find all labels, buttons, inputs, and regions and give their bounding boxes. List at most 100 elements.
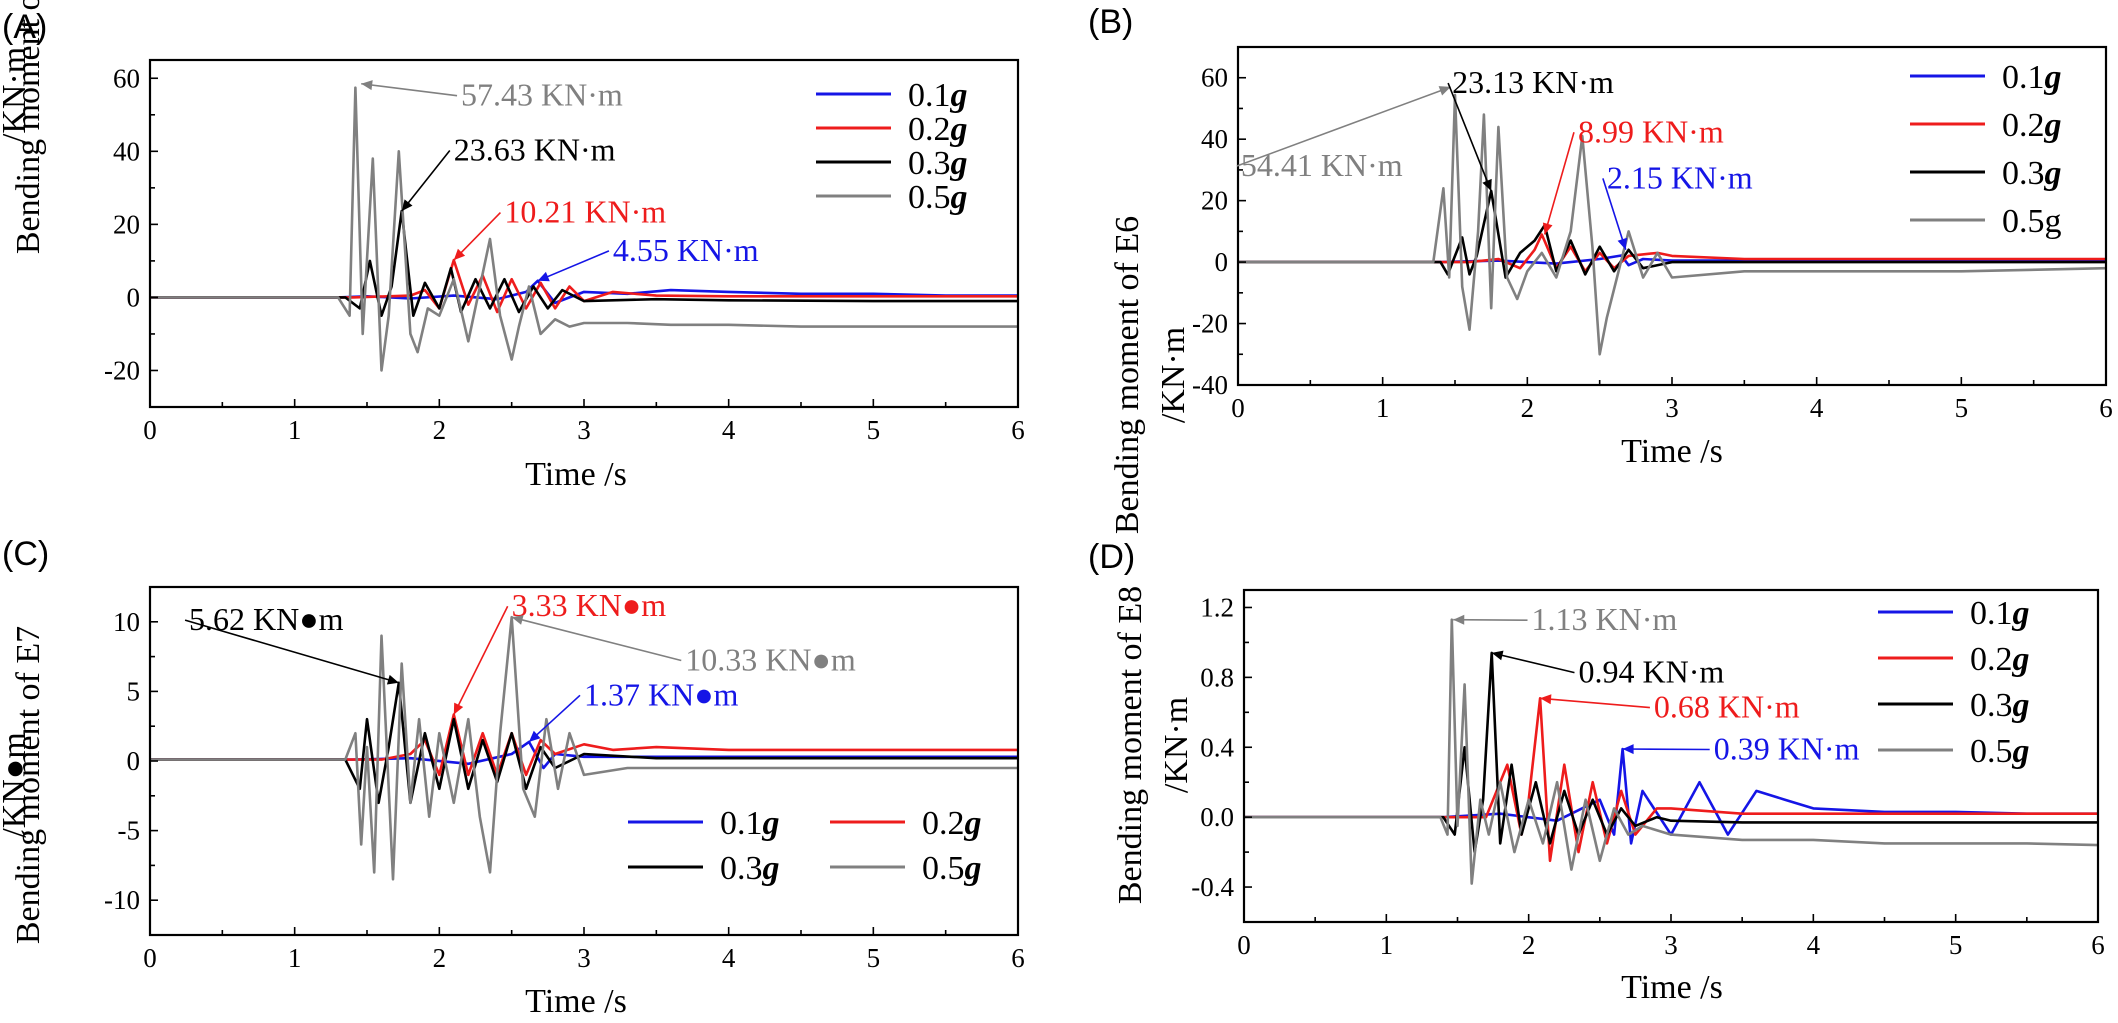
- y-tick-label: 0: [127, 282, 141, 312]
- legend-entry-unit: g: [950, 179, 968, 216]
- legend-entry-value: 0.3: [720, 850, 763, 887]
- legend-entry: 0.1g: [2002, 59, 2062, 96]
- annotation-arrowhead: [1438, 86, 1451, 96]
- legend-entry: 0.3g: [1970, 687, 2030, 724]
- y-axis-unit-group: /KN·m: [1155, 327, 1192, 423]
- annotation-arrowhead: [1542, 222, 1553, 235]
- y-tick-label: 20: [1201, 186, 1228, 216]
- legend-entry-unit: g: [762, 850, 780, 887]
- y-axis-unit-group: /KN·m: [0, 47, 33, 143]
- y-tick-label: -0.4: [1191, 872, 1234, 902]
- legend-entry: 0.3g: [2002, 155, 2062, 192]
- y-tick-label: 1.2: [1200, 592, 1234, 622]
- x-axis-title: Time /s: [1621, 969, 1723, 1006]
- annotations: 57.43 KN·m 23.63 KN·m 10.21 KN·m4.55 KN·m: [361, 77, 759, 282]
- chart-panel-b: (B) 0 1 2 3 4 5 6 -40 -20 0 20 40 60 Time /s Bending mo…: [1088, 3, 2113, 534]
- x-tick-label: 6: [2099, 393, 2113, 423]
- annotations: 1.13 KN·m 0.94 KN·m0.68 KN·m 0.39 KN·m: [1453, 601, 1860, 766]
- y-tick-label: 0.8: [1200, 662, 1234, 692]
- y-tick-label: -10: [104, 885, 140, 915]
- series-line-0_3g: [150, 681, 1018, 805]
- x-tick-label: 0: [1237, 930, 1251, 960]
- series-line-0_1g: [150, 279, 1018, 305]
- x-tick-label: 5: [1949, 930, 1963, 960]
- y-tick-label: 0: [127, 746, 141, 776]
- x-tick-label: 5: [867, 415, 881, 445]
- y-axis-unit: /KN·m: [1158, 697, 1195, 793]
- x-tick-label: 4: [722, 415, 736, 445]
- x-axis-title: Time /s: [525, 456, 627, 493]
- legend-entry-unit: g: [2012, 641, 2030, 678]
- x-tick-label: 4: [1807, 930, 1821, 960]
- annotation-arrowhead: [1617, 237, 1628, 250]
- annotation-label: 10.21 KN·m: [504, 194, 666, 230]
- annotation-leader: [1539, 697, 1650, 709]
- series-line-0_1g: [1238, 254, 2106, 267]
- legend-entry: 0.5g: [922, 850, 982, 887]
- y-tick-label: -40: [1192, 370, 1228, 400]
- x-tick-label: 0: [143, 943, 157, 973]
- x-tick-label: 3: [1664, 930, 1678, 960]
- annotation-arrowhead: [1491, 650, 1504, 661]
- annotations: 5.62 KN●m 3.33 KN●m 10.33 KN●m1.37 KN●m: [184, 587, 856, 743]
- x-tick-label: 0: [143, 415, 157, 445]
- annotation-label: 54.41 KN·m: [1241, 147, 1403, 183]
- annotation-label: 23.63 KN·m: [454, 131, 616, 167]
- annotation-label: 0.94 KN·m: [1578, 654, 1724, 690]
- x-tick-label: 2: [433, 943, 447, 973]
- x-tick-label: 2: [1522, 930, 1536, 960]
- y-tick-label: 60: [1201, 63, 1228, 93]
- legend-entry: 0.5g: [908, 179, 968, 216]
- y-tick-label: -5: [118, 816, 141, 846]
- panel-label: (D): [1088, 538, 1135, 576]
- y-axis-unit-group: /KN●m: [0, 732, 33, 838]
- legend-entry-unit: g: [2012, 595, 2030, 632]
- legend-entry: 0.2g: [922, 805, 982, 842]
- legend-entry: 0.3g: [908, 145, 968, 182]
- annotations: 54.41 KN·m 23.13 KN·m 8.99 KN·m 2.15 KN·m: [1236, 64, 1753, 251]
- x-tick-label: 3: [577, 415, 591, 445]
- y-axis-title-group: Bending moment of E6: [1109, 216, 1146, 534]
- annotation-label: 1.37 KN●m: [584, 676, 739, 712]
- x-tick-label: 6: [1011, 943, 1025, 973]
- x-tick-label: 6: [2091, 930, 2105, 960]
- legend: 0.1g0.2g0.3g0.5g: [1878, 595, 2030, 770]
- plot-frame: [148, 585, 1020, 937]
- series-line-0_2g: [150, 258, 1018, 314]
- legend-entry-value: 0.3: [1970, 687, 2013, 724]
- series-line-0_5g: [150, 86, 1018, 372]
- x-tick-label: 3: [1665, 393, 1679, 423]
- y-axis-unit: /KN·m: [0, 47, 33, 143]
- annotation-leader: [1447, 82, 1492, 192]
- annotation-arrowhead: [537, 271, 550, 282]
- annotation-label: 10.33 KN●m: [685, 642, 856, 678]
- series-line-0_2g: [1238, 233, 2106, 273]
- y-axis-unit-group: /KN·m: [1158, 697, 1195, 793]
- annotation-label: 0.39 KN·m: [1714, 730, 1860, 766]
- legend: 0.1g 0.2g 0.3g 0.5g: [1910, 59, 2062, 240]
- annotation-arrowhead: [1482, 178, 1492, 191]
- y-tick-label: -20: [1192, 309, 1228, 339]
- x-tick-label: 6: [1011, 415, 1025, 445]
- y-axis-title-group: Bending moment of E5: [10, 0, 47, 254]
- series-group: [1238, 93, 2106, 356]
- x-tick-label: 4: [722, 943, 736, 973]
- legend-entry: 0.5g: [2002, 203, 2062, 240]
- annotation-leader: [361, 82, 458, 97]
- series-group: [1244, 618, 2098, 885]
- y-axis-title-group: Bending moment of E8: [1112, 586, 1149, 904]
- panel-label: (C): [2, 535, 49, 573]
- y-tick-label: -20: [104, 355, 140, 385]
- legend-entry-value: 0.2: [922, 805, 965, 842]
- annotation-label: 57.43 KN·m: [461, 77, 623, 113]
- legend-entry-value: 0.5: [1970, 733, 2013, 770]
- annotation-leader: [537, 250, 610, 282]
- legend-entry-value: 0.1: [720, 805, 763, 842]
- legend-entry: 0.2g: [2002, 107, 2062, 144]
- annotation-leader: [1491, 652, 1575, 674]
- legend-entry-unit: g: [964, 850, 982, 887]
- annotation-arrowhead: [1453, 614, 1465, 625]
- annotation-arrowhead: [529, 730, 541, 742]
- series-line-0_2g: [150, 713, 1018, 777]
